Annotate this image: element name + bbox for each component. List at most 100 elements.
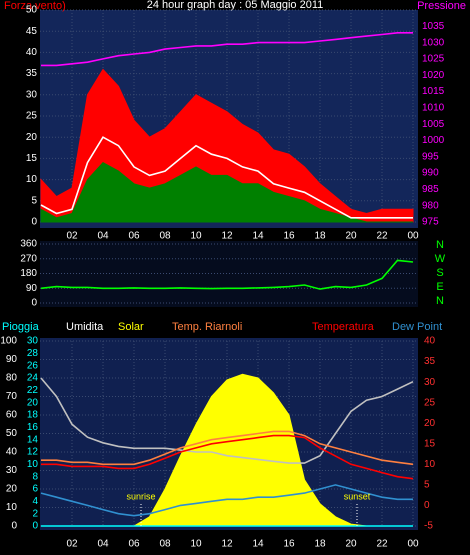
y3-tick-label: 2: [32, 508, 38, 519]
x-tick-label: 14: [252, 231, 264, 242]
y2-tick-label: 1015: [422, 86, 445, 97]
y3-tick-label: 8: [32, 471, 38, 482]
legend-entry: Pioggia: [2, 321, 40, 333]
y-tick-label: 10: [6, 502, 18, 513]
y-tick-label: 90: [26, 283, 38, 294]
y-tick-label: 40: [26, 47, 38, 58]
y2-tick-label: 1005: [422, 119, 445, 130]
x-tick-label: 20: [345, 231, 357, 242]
y3-tick-label: 6: [32, 484, 38, 495]
x-tick-label: 10: [190, 539, 202, 550]
line: [41, 430, 414, 466]
y2-tick-label: 35: [424, 356, 436, 367]
y-tick-label: 40: [6, 447, 18, 458]
x-tick-label: 04: [97, 231, 109, 242]
y2-tick-label: 25: [424, 397, 436, 408]
y3-tick-label: 20: [27, 397, 39, 408]
y2-tick-label: 20: [424, 418, 436, 429]
y-tick-label: 0: [31, 298, 37, 309]
y2-tick-label: 30: [424, 377, 436, 388]
y3-tick-label: 22: [27, 385, 39, 396]
x-tick-label: 14: [252, 539, 264, 550]
y-axis-label: Forza vento): [4, 0, 66, 12]
y-tick-label: 180: [20, 268, 37, 279]
line: [40, 377, 414, 464]
direction-label: W: [435, 253, 446, 265]
y-tick-label: 30: [6, 465, 18, 476]
x-tick-label: 12: [221, 231, 233, 242]
y-tick-label: 10: [26, 174, 38, 185]
direction-label: S: [436, 267, 443, 279]
y2-tick-label: 40: [424, 336, 436, 347]
y3-tick-label: 14: [27, 434, 39, 445]
y2-tick-label: 1035: [422, 21, 445, 32]
y2-tick-label: 15: [424, 438, 436, 449]
x-tick-label: 18: [314, 231, 326, 242]
y-tick-label: 60: [6, 410, 18, 421]
y3-tick-label: 18: [27, 410, 39, 421]
y2-tick-label: 1020: [422, 70, 445, 81]
legend-entry: Umidita: [66, 321, 104, 333]
x-tick-label: 22: [376, 539, 388, 550]
y3-tick-label: 12: [27, 447, 39, 458]
y3-tick-label: 26: [27, 360, 39, 371]
direction-label: E: [436, 281, 443, 293]
y2-tick-label: 10: [424, 459, 436, 470]
y3-tick-label: 24: [27, 373, 39, 384]
x-tick-label: 02: [66, 231, 78, 242]
y-tick-label: 20: [26, 132, 38, 143]
area: [40, 161, 413, 223]
x-tick-label: 22: [376, 231, 388, 242]
annotation: sunset: [344, 491, 371, 501]
y-tick-label: 270: [20, 253, 37, 264]
direction-label: N: [436, 295, 444, 307]
y2-axis-label: Pressione: [417, 0, 466, 12]
y2-tick-label: 1000: [422, 135, 445, 146]
y2-tick-label: 990: [422, 168, 439, 179]
x-tick-label: 04: [97, 539, 109, 550]
x-tick-label: 02: [66, 539, 78, 550]
y-tick-label: 360: [20, 239, 37, 250]
y-tick-label: 35: [26, 68, 38, 79]
y2-tick-label: 1025: [422, 54, 445, 65]
y-tick-label: 50: [6, 428, 18, 439]
y3-tick-label: 28: [27, 348, 39, 359]
y2-tick-label: 995: [422, 151, 439, 162]
x-tick-label: 06: [128, 539, 140, 550]
legend-entry: Solar: [118, 321, 144, 333]
line: [41, 434, 414, 480]
y2-tick-label: 985: [422, 184, 439, 195]
y-tick-label: 15: [26, 153, 38, 164]
y2-tick-label: 980: [422, 200, 439, 211]
x-tick-label: 16: [283, 231, 295, 242]
y3-tick-label: 10: [27, 459, 39, 470]
x-tick-label: 08: [159, 231, 171, 242]
y-tick-label: 100: [0, 336, 17, 347]
x-tick-label: 00: [407, 539, 419, 550]
x-tick-label: 06: [128, 231, 140, 242]
y-tick-label: 70: [6, 391, 18, 402]
y-tick-label: 0: [31, 217, 37, 228]
x-tick-label: 18: [314, 539, 326, 550]
legend-entry: Temp. Riarnoli: [172, 321, 242, 333]
x-tick-label: 12: [221, 539, 233, 550]
y-tick-label: 25: [26, 111, 38, 122]
line: [40, 136, 413, 219]
y2-tick-label: 5: [424, 480, 430, 491]
y-tick-label: 90: [6, 354, 18, 365]
chart-title: 24 hour graph day : 05 Maggio 2011: [147, 0, 324, 11]
y3-tick-label: 16: [27, 422, 39, 433]
y-tick-label: 80: [6, 373, 18, 384]
legend-entry: Dew Point: [392, 321, 442, 333]
line: [40, 484, 413, 517]
y2-tick-label: 975: [422, 217, 439, 228]
y2-tick-label: 1010: [422, 102, 445, 113]
annotation: sunrise: [126, 491, 155, 501]
line: [40, 259, 414, 290]
y2-tick-label: 1030: [422, 37, 445, 48]
x-tick-label: 08: [159, 539, 171, 550]
x-tick-label: 10: [190, 231, 202, 242]
y-tick-label: 50: [26, 5, 38, 16]
y-tick-label: 0: [11, 521, 17, 532]
